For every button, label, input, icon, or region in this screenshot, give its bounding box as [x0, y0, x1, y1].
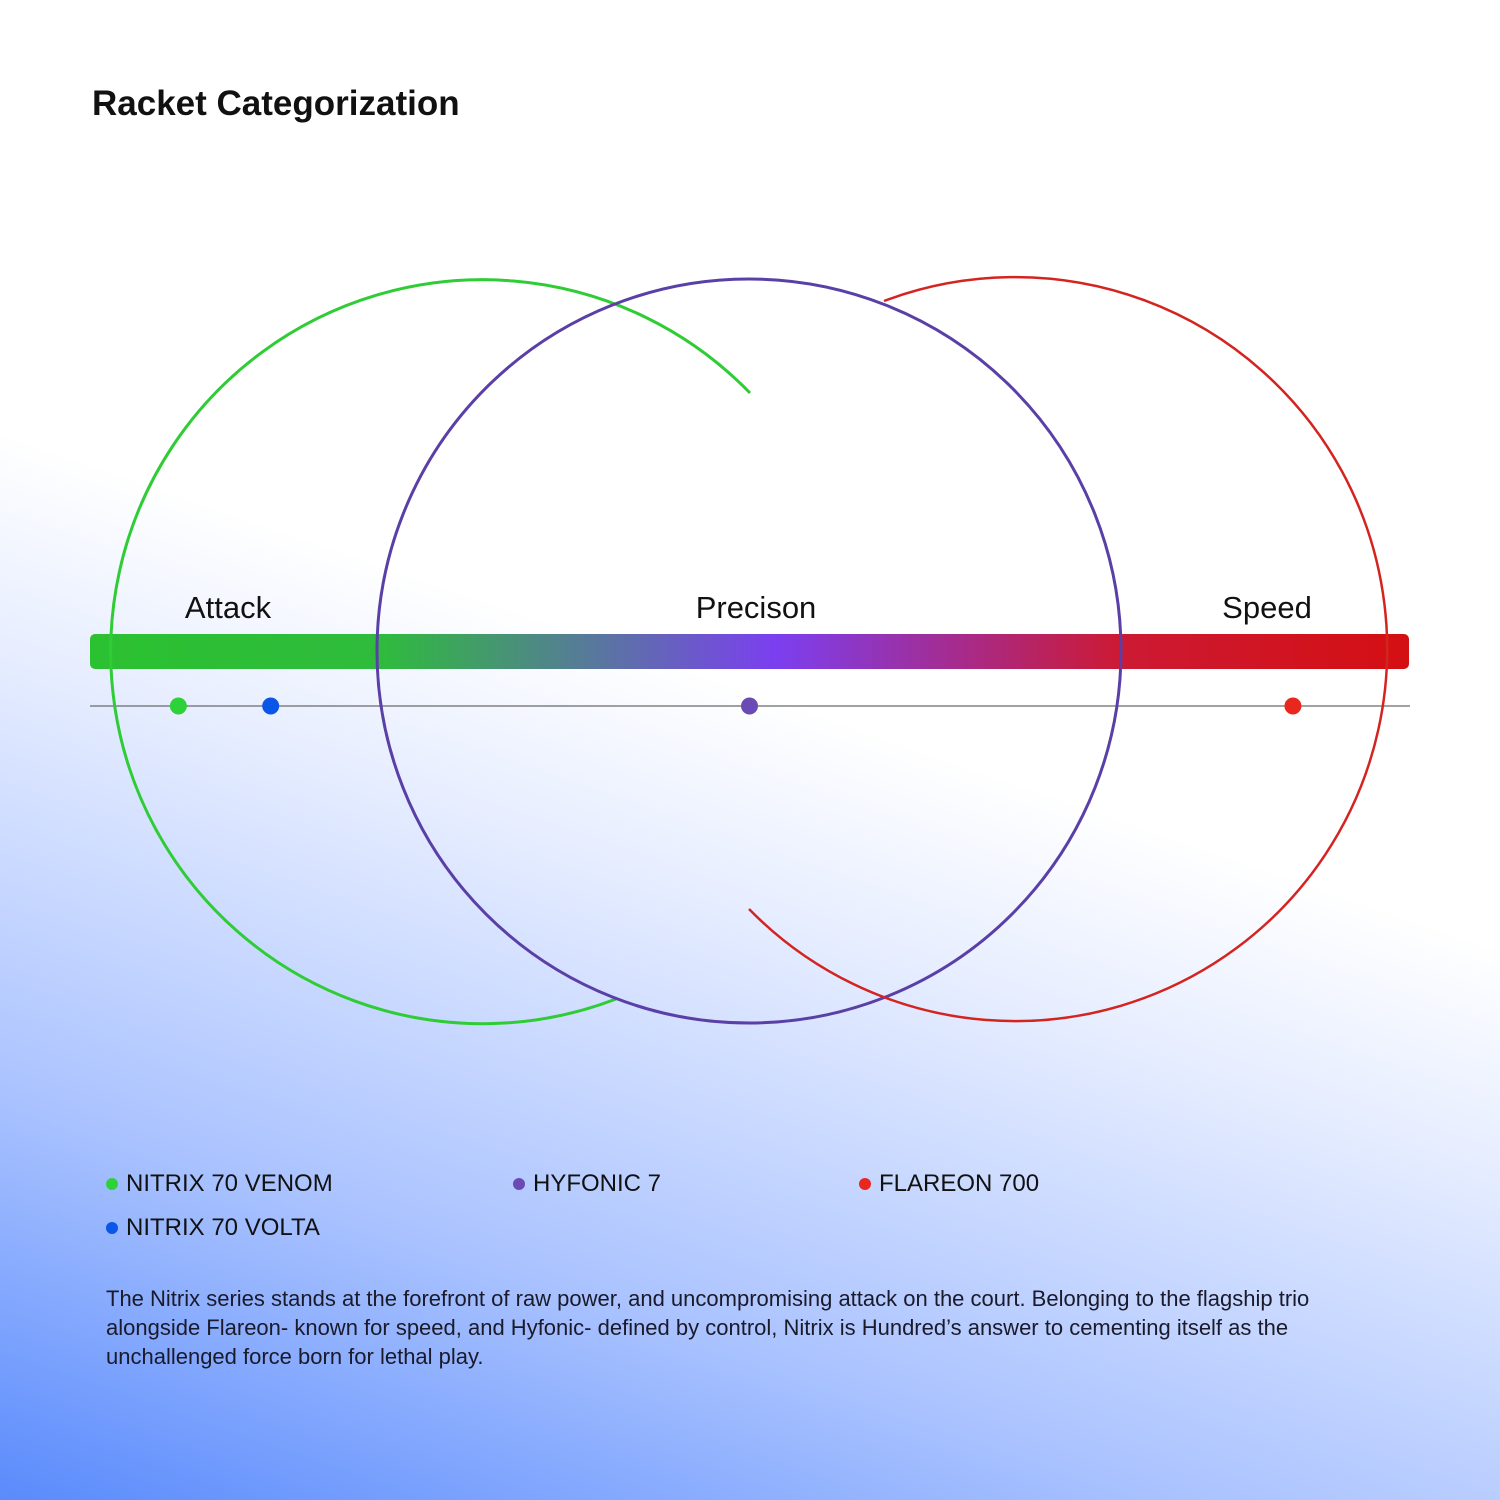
legend-dot-icon	[513, 1178, 525, 1190]
page-title: Racket Categorization	[92, 84, 460, 123]
speed-circle	[748, 275, 1389, 1023]
legend-label: HYFONIC 7	[533, 1170, 662, 1197]
legend-item-nitrix-70-volta: NITRIX 70 VOLTA	[106, 1214, 320, 1242]
category-gradient-bar	[90, 634, 1409, 669]
legend-dot-icon	[106, 1222, 118, 1234]
legend-item-flareon-700: FLAREON 700	[859, 1170, 1039, 1198]
racket-marker-nitrix-70-volta	[262, 697, 280, 715]
racket-marker-nitrix-70-venom	[169, 697, 187, 715]
attack-circle	[109, 278, 752, 1026]
precision-circle	[375, 277, 1123, 1025]
description-text: The Nitrix series stands at the forefron…	[106, 1286, 1310, 1369]
speed-label: Speed	[1222, 590, 1312, 625]
legend-item-nitrix-70-venom: NITRIX 70 VENOM	[106, 1170, 333, 1198]
legend-label: FLAREON 700	[879, 1170, 1040, 1197]
legend-dot-icon	[859, 1178, 871, 1190]
legend-item-hyfonic-7: HYFONIC 7	[513, 1170, 661, 1198]
legend-label: NITRIX 70 VENOM	[126, 1170, 333, 1197]
attack-label: Attack	[185, 590, 272, 625]
legend-dot-icon	[106, 1178, 118, 1190]
racket-marker-hyfonic-7	[741, 697, 758, 715]
precision-label: Precison	[696, 590, 817, 625]
legend-label: NITRIX 70 VOLTA	[126, 1214, 320, 1241]
racket-marker-flareon-700	[1284, 697, 1302, 715]
